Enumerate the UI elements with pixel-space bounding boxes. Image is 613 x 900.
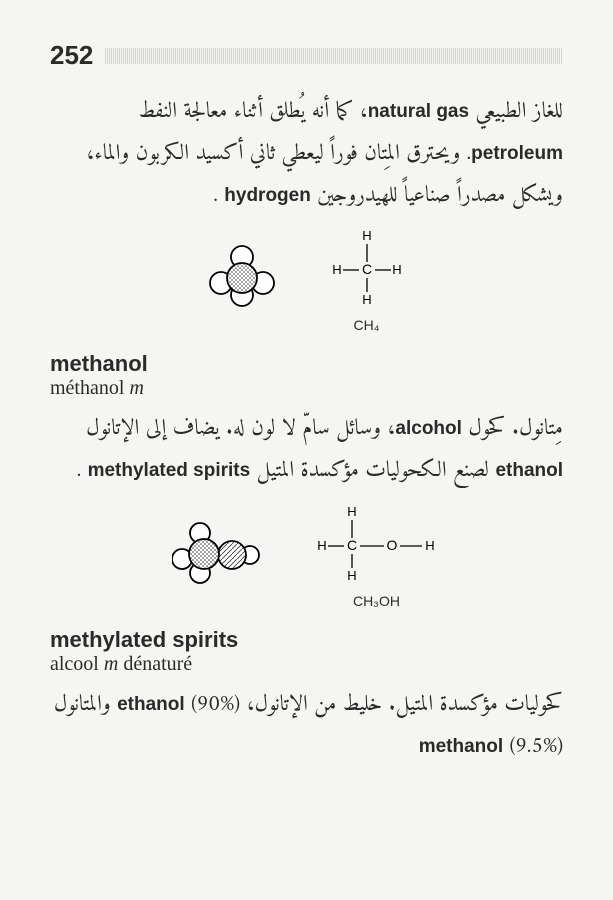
inline-latin-term: natural gas [368, 101, 469, 122]
arabic-text-run: مِتانول. كحول [462, 409, 563, 448]
arabic-text-run: ، كما أنه يُطلق أثناء معالجة النفط [138, 92, 367, 131]
methane-formula-label: CH₄ [327, 317, 407, 333]
methanol-fr-main: méthanol [50, 377, 129, 399]
inline-latin-term: alcohol [395, 418, 462, 439]
methylated-spirits-term-english: methylated spirits [50, 627, 563, 653]
methane-structural-formula: H C H H H CH₄ [327, 228, 407, 333]
arabic-text-run: . [77, 451, 88, 490]
arabic-text-run: ، وسائل سامّ لا لون له. يضاف إلى الإتانو… [86, 409, 395, 448]
inline-latin-term: ethanol [495, 460, 563, 481]
svg-text:H: H [347, 504, 356, 519]
inline-latin-term: ethanol [117, 694, 185, 715]
svg-text:H: H [392, 262, 401, 277]
inline-latin-term: petroleum [471, 143, 563, 164]
header-decoration [105, 48, 563, 64]
page-number: 252 [50, 40, 93, 71]
methylated-spirits-term-french: alcool m dénaturé [50, 653, 563, 676]
methanol-fr-gender: m [129, 377, 143, 399]
methanol-diagram-row: H C H O H H CH₃OH [50, 504, 563, 609]
svg-text:H: H [332, 262, 341, 277]
methspirits-fr-a: alcool [50, 653, 104, 675]
methane-spacefill-model [207, 243, 277, 318]
methspirits-fr-b: dénaturé [118, 653, 192, 675]
page-header: 252 [50, 40, 563, 71]
methanol-paragraph: مِتانول. كحول alcohol، وسائل سامّ لا لون… [50, 408, 563, 492]
inline-latin-term: methylated spirits [88, 460, 251, 481]
svg-text:H: H [347, 568, 356, 583]
svg-text:H: H [362, 228, 371, 243]
inline-latin-term: hydrogen [224, 185, 311, 206]
svg-text:H: H [362, 292, 371, 307]
methylated-spirits-paragraph: كحوليات مؤكسدة المتيل. خليط من الإتانول،… [50, 684, 563, 768]
svg-text:O: O [386, 537, 397, 553]
arabic-text-run: كحوليات مؤكسدة المتيل. خليط من الإتانول، [240, 685, 563, 724]
svg-text:H: H [317, 538, 326, 553]
methanol-term-english: methanol [50, 351, 563, 377]
arabic-text-run: (9.5%) [503, 727, 563, 766]
methanol-spacefill-model [172, 519, 262, 594]
arabic-text-run: . [213, 176, 224, 215]
methanol-structural-formula: H C H O H H CH₃OH [312, 504, 442, 609]
inline-latin-term: methanol [419, 736, 503, 757]
methanol-formula-label: CH₃OH [312, 593, 442, 609]
methspirits-fr-gender: m [104, 653, 118, 675]
methane-diagram-row: H C H H H CH₄ [50, 228, 563, 333]
arabic-text-run: لصنع الكحوليات مؤكسدة المتيل [250, 451, 495, 490]
page-container: 252 للغاز الطبيعي natural gas، كما أنه ي… [0, 0, 613, 810]
methane-paragraph: للغاز الطبيعي natural gas، كما أنه يُطلق… [50, 91, 563, 216]
arabic-text-run: للغاز الطبيعي [469, 92, 563, 131]
svg-text:C: C [361, 261, 371, 277]
methanol-term-french: méthanol m [50, 377, 563, 400]
svg-text:H: H [425, 538, 434, 553]
svg-text:C: C [346, 537, 356, 553]
